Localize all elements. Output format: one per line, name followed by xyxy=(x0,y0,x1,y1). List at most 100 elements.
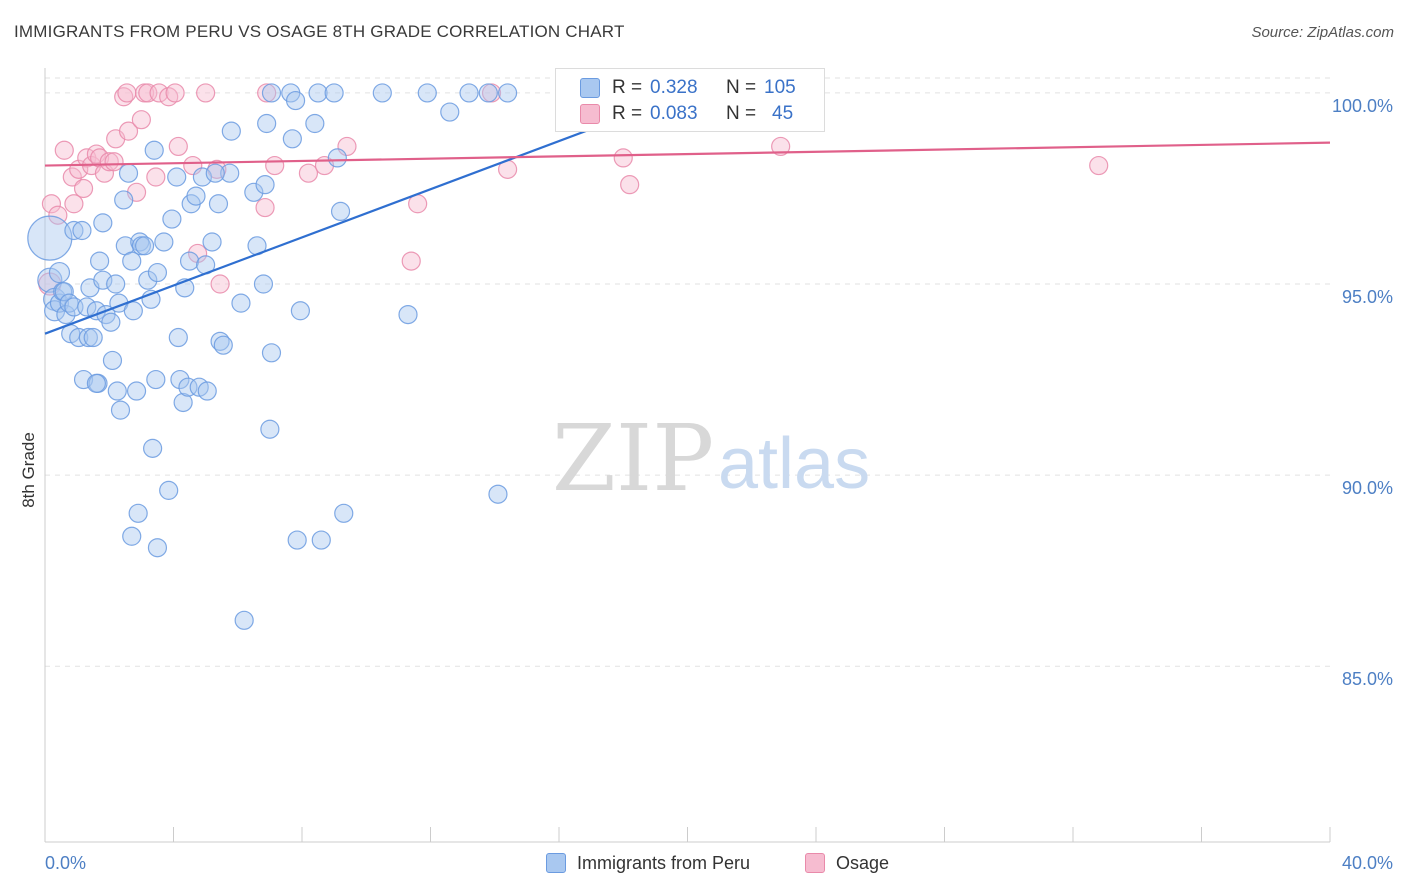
peru-point xyxy=(178,377,198,397)
peru-point xyxy=(48,261,71,284)
x-tick-label: 0.0% xyxy=(45,853,86,873)
x-tick-labels: 0.0% 40.0% xyxy=(45,853,1393,873)
bottom-legend-label-osage: Osage xyxy=(836,853,890,873)
peru-point xyxy=(282,129,302,149)
peru-point xyxy=(64,220,84,241)
peru-point xyxy=(27,215,73,261)
peru-points xyxy=(27,83,617,630)
peru-point xyxy=(208,194,229,214)
peru-point xyxy=(128,503,148,523)
peru-point xyxy=(231,293,251,313)
peru-point xyxy=(93,270,113,290)
osage-point xyxy=(257,83,277,103)
peru-point xyxy=(372,83,392,103)
osage-point xyxy=(131,110,151,130)
peru-point xyxy=(147,262,168,283)
osage-point xyxy=(118,121,139,141)
osage-point xyxy=(104,152,124,172)
legend-r-value: 0.083 xyxy=(650,103,698,124)
peru-point xyxy=(122,251,142,271)
peru-point xyxy=(78,327,98,348)
y-tick-label: 90.0% xyxy=(1342,478,1393,498)
peru-point xyxy=(56,304,76,325)
peru-point xyxy=(285,90,306,111)
peru-point xyxy=(49,293,70,313)
legend-n-label: N = xyxy=(726,103,762,124)
peru-point xyxy=(122,526,142,546)
legend-swatch-peru xyxy=(580,78,600,98)
osage-point xyxy=(41,194,62,214)
osage-point xyxy=(90,148,110,168)
peru-point xyxy=(123,301,143,321)
legend-r-value: 0.328 xyxy=(650,77,698,98)
peru-point xyxy=(114,190,134,210)
peru-point xyxy=(260,419,280,439)
peru-point xyxy=(102,350,123,371)
bottom-legend-label-peru: Immigrants from Peru xyxy=(577,853,751,873)
peru-point xyxy=(159,480,179,500)
y-axis-label: 8th Grade xyxy=(19,432,38,508)
trend-lines xyxy=(44,91,1331,335)
peru-point xyxy=(170,369,190,390)
correlation-legend: R = 0.328 N = 105 R = 0.083 N = 45 xyxy=(555,68,825,132)
peru-point xyxy=(311,530,331,550)
legend-n-label: N = xyxy=(726,77,762,98)
peru-point xyxy=(330,201,351,222)
peru-point xyxy=(107,381,127,401)
watermark-atlas: atlas xyxy=(718,424,870,504)
grid-lines xyxy=(45,77,1330,667)
bottom-legend-osage: Osage xyxy=(805,851,925,877)
osage-point xyxy=(62,167,82,187)
osage-trend-line xyxy=(44,141,1331,167)
peru-point xyxy=(144,140,164,160)
osage-point xyxy=(99,152,119,172)
osage-point xyxy=(210,274,230,294)
peru-point xyxy=(162,209,182,229)
peru-point xyxy=(110,400,131,420)
peru-point xyxy=(308,83,328,103)
osage-point xyxy=(613,148,633,168)
legend-swatch-osage xyxy=(580,104,600,124)
osage-point xyxy=(54,140,74,160)
peru-point xyxy=(398,304,418,325)
peru-point xyxy=(213,335,233,355)
osage-point xyxy=(117,83,137,103)
peru-point xyxy=(305,113,325,134)
legend-n-value: 105 xyxy=(764,77,796,98)
peru-point xyxy=(290,301,310,321)
peru-point xyxy=(221,121,241,141)
peru-point xyxy=(261,83,282,103)
peru-point xyxy=(118,163,139,183)
peru-point xyxy=(168,327,188,348)
peru-point xyxy=(257,113,277,134)
peru-point xyxy=(220,163,240,183)
peru-point xyxy=(255,175,275,195)
peru-point xyxy=(261,343,282,363)
peru-point xyxy=(417,83,437,103)
legend-row-peru: R = 0.328 N = 105 xyxy=(580,76,820,100)
osage-point xyxy=(73,178,94,199)
osage-point xyxy=(771,136,791,157)
watermark-zip: ZIP xyxy=(552,405,714,512)
peru-point xyxy=(101,312,121,332)
osage-point xyxy=(165,83,185,103)
peru-point xyxy=(173,392,193,413)
peru-point xyxy=(83,327,103,348)
legend-row-osage: R = 0.083 N = 45 xyxy=(580,102,820,126)
peru-point xyxy=(498,83,518,103)
osage-point xyxy=(146,167,166,187)
chart-title: IMMIGRANTS FROM PERU VS OSAGE 8TH GRADE … xyxy=(14,22,625,41)
bottom-legend-peru: Immigrants from Peru xyxy=(546,851,786,877)
y-tick-labels: 100.0% 95.0% 90.0% 85.0% xyxy=(1332,96,1393,689)
peru-point xyxy=(202,232,222,252)
bottom-legend-swatch-peru xyxy=(546,853,566,873)
y-tick-label: 100.0% xyxy=(1332,96,1393,116)
osage-point xyxy=(149,83,169,103)
y-tick-label: 85.0% xyxy=(1342,669,1393,689)
peru-point xyxy=(244,182,264,202)
peru-point xyxy=(90,251,110,271)
peru-point xyxy=(253,274,274,294)
bottom-legend-swatch-osage xyxy=(805,853,825,873)
peru-point xyxy=(146,369,166,390)
peru-point xyxy=(86,373,107,393)
